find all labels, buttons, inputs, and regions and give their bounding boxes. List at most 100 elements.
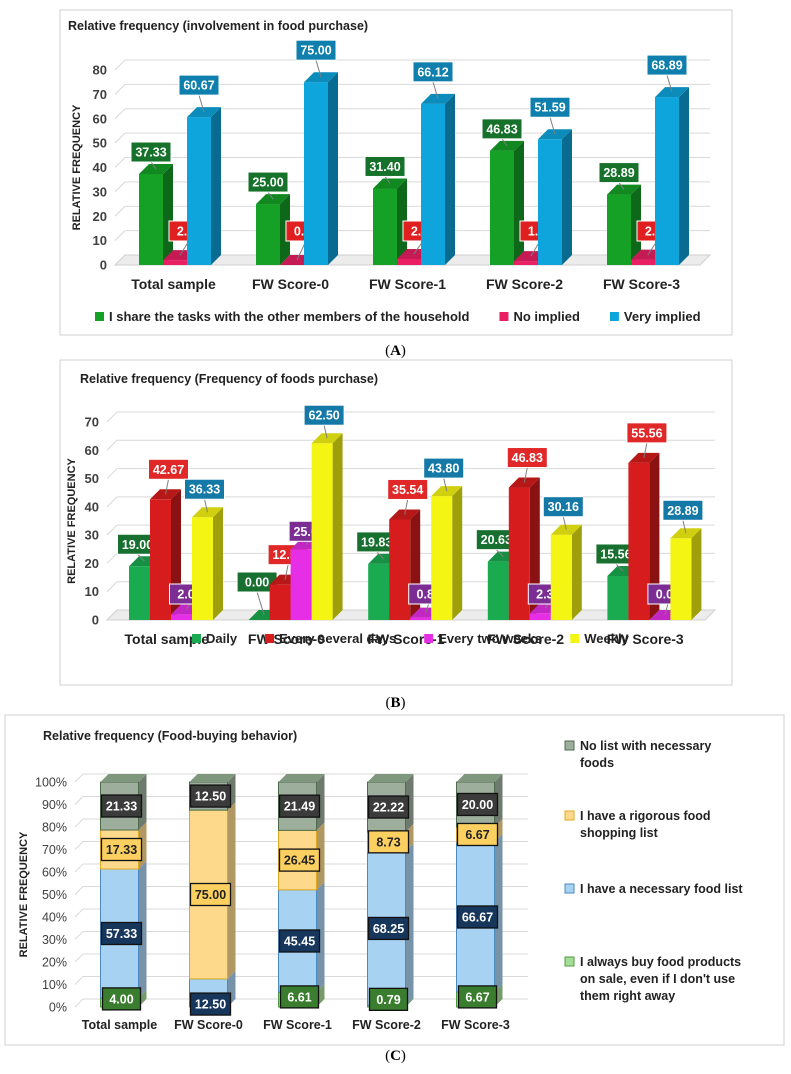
leader-line (186, 603, 190, 610)
leader-line (425, 603, 430, 613)
gridline-diag (74, 953, 84, 963)
data-label: 68.25 (367, 916, 410, 941)
bar-front (256, 204, 280, 265)
bar-front (373, 188, 397, 265)
legend-entry: I always buy food products (580, 955, 741, 969)
legend-swatch (564, 956, 575, 967)
bar-side (649, 452, 660, 620)
y-tick-label: 10% (42, 978, 67, 992)
data-label: 37.33 (130, 141, 172, 163)
legend-swatch (265, 634, 275, 643)
leader-line (643, 442, 648, 458)
chart-b: Relative frequency (Frequency of foods p… (59, 359, 733, 686)
y-tick-label: 0 (100, 258, 107, 273)
bar-front (514, 261, 538, 265)
bar (490, 140, 524, 265)
legend-swatch (564, 810, 575, 821)
y-tick-label: 40% (42, 911, 67, 925)
data-label-box (364, 155, 406, 177)
gridline-diag (74, 931, 84, 940)
leader-line (284, 564, 289, 580)
bar-top (550, 524, 582, 535)
y-tick-label: 80 (93, 63, 107, 78)
y-tick-label: 60 (85, 443, 99, 458)
data-label: 6.67 (456, 822, 499, 847)
bar-front (538, 139, 562, 265)
bar-front (529, 613, 551, 620)
data-label-box (189, 784, 232, 808)
legend-entry: I have a rigorous food (580, 809, 711, 823)
data-label: 12.50 (189, 992, 232, 1016)
bar-segment-side (138, 861, 147, 998)
bar-front (607, 194, 631, 265)
data-label: 43.80 (423, 457, 465, 479)
y-tick-label: 100% (35, 776, 67, 790)
gridline-diag (114, 157, 126, 168)
bar (311, 433, 343, 620)
bar-side (163, 164, 173, 265)
bar-segment-side (494, 833, 503, 992)
leader-line (618, 182, 625, 190)
bar (550, 524, 582, 620)
bar-front (163, 260, 187, 265)
gridline-diag (106, 524, 118, 536)
caption-c: (C) (385, 1048, 406, 1064)
bar-top (150, 489, 181, 500)
y-tick-label: 70 (93, 87, 107, 102)
leader-line (404, 499, 409, 515)
bar-side (397, 178, 407, 265)
leader-line (165, 479, 169, 495)
y-tick-label: 20% (42, 956, 67, 970)
data-label-box (278, 848, 321, 872)
data-label-box (626, 422, 668, 444)
legend-swatch (499, 312, 509, 321)
leader-line (384, 176, 391, 184)
gridline-diag (106, 439, 118, 451)
legend-entry: Daily (206, 631, 238, 646)
gridline-diag (74, 841, 84, 850)
legend-entry: them right away (580, 989, 675, 1003)
data-label-text: 26.45 (284, 854, 315, 868)
data-label-text: 43.80 (428, 462, 459, 476)
bar-side (328, 72, 338, 265)
y-tick-label: 50 (93, 136, 107, 151)
legend-entry: shopping list (580, 826, 659, 840)
data-label-box (278, 794, 321, 818)
legend-entry: I share the tasks with the other members… (109, 309, 470, 324)
leader-line (323, 425, 328, 439)
leader-line (495, 549, 504, 558)
bar (538, 129, 572, 265)
legend-entry: No list with necessary (580, 739, 711, 753)
x-tick-label: FW Score-2 (487, 631, 564, 647)
y-axis-label: RELATIVE FREQUENCY (18, 831, 30, 957)
y-tick-label: 30 (93, 184, 107, 199)
x-tick-label: Total sample (82, 1018, 158, 1032)
data-label: 42.67 (148, 458, 189, 480)
bar-side (562, 129, 572, 265)
data-label-box (367, 795, 410, 819)
legend-swatch (564, 883, 575, 894)
bar (607, 184, 641, 265)
y-tick-label: 90% (42, 798, 67, 812)
data-label-box (456, 905, 499, 929)
bar-side (679, 87, 689, 265)
legend-swatch (564, 740, 575, 751)
gridline-diag (114, 181, 126, 193)
bar (187, 107, 221, 265)
data-label-box (598, 162, 640, 184)
leader-line (432, 81, 439, 99)
y-tick-label: 20 (93, 209, 107, 224)
gridline-diag (74, 908, 84, 918)
data-label-box (184, 478, 225, 500)
bar-side (514, 140, 524, 265)
data-label-box (101, 987, 142, 1011)
data-label-text: 19.83 (361, 535, 392, 549)
data-label-text: 20.63 (481, 533, 512, 547)
bar-side (445, 93, 455, 266)
bar (150, 489, 181, 620)
gridline-diag (114, 59, 126, 71)
y-tick-label: 0% (49, 1001, 67, 1015)
data-label-box (189, 992, 232, 1016)
bar-top (670, 528, 702, 539)
y-axis-label: RELATIVE FREQUENCY (66, 457, 78, 583)
